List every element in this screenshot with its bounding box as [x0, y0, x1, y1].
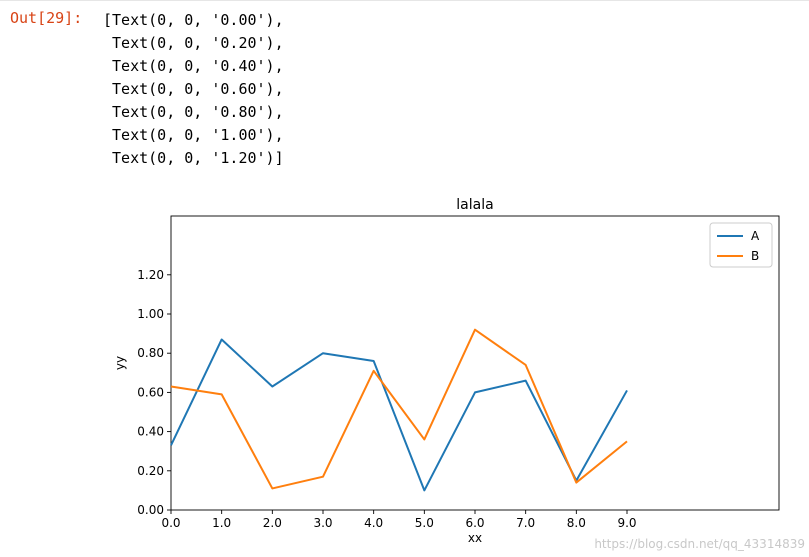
y-tick-label: 0.00 — [137, 503, 164, 517]
output-text: [Text(0, 0, '0.00'), Text(0, 0, '0.20'),… — [103, 9, 284, 170]
output-line: Text(0, 0, '0.40'), — [103, 57, 284, 75]
output-line: Text(0, 0, '1.20')] — [103, 149, 284, 167]
legend-box — [709, 222, 773, 268]
x-tick-label: 5.0 — [415, 516, 434, 530]
output-line: [Text(0, 0, '0.00'), — [103, 11, 284, 29]
y-tick-label: 1.20 — [137, 268, 164, 282]
x-tick-label: 3.0 — [313, 516, 332, 530]
output-line: Text(0, 0, '1.00'), — [103, 126, 284, 144]
series-line-B — [170, 328, 628, 490]
y-tick-label: 0.80 — [137, 346, 164, 360]
plot-frame — [170, 215, 780, 511]
output-prompt: Out[29]: — [10, 9, 83, 27]
y-tick-label: 0.40 — [137, 425, 164, 439]
x-tick-label: 2.0 — [263, 516, 282, 530]
legend-label: A — [751, 229, 760, 243]
output-line: Text(0, 0, '0.80'), — [103, 103, 284, 121]
x-tick-label: 0.0 — [161, 516, 180, 530]
output-line: Text(0, 0, '0.20'), — [103, 34, 284, 52]
x-tick-label: 9.0 — [617, 516, 636, 530]
x-tick-label: 6.0 — [465, 516, 484, 530]
y-axis-label: yy — [113, 356, 127, 370]
x-tick-label: 4.0 — [364, 516, 383, 530]
x-tick-label: 8.0 — [567, 516, 586, 530]
legend-label: B — [751, 249, 759, 263]
x-axis-label: xx — [468, 531, 482, 545]
line-chart: lalala 0.0 1.0 2.0 3.0 4.0 5.0 6.0 7.0 8.0 9.0 0.00… — [113, 197, 780, 545]
x-tick-label: 7.0 — [516, 516, 535, 530]
chart-title: lalala — [456, 197, 493, 213]
x-tick-label: 1.0 — [212, 516, 231, 530]
y-tick-label: 0.20 — [137, 464, 164, 478]
output-line: Text(0, 0, '0.60'), — [103, 80, 284, 98]
y-tick-label: 0.60 — [137, 385, 164, 399]
y-tick-label: 1.00 — [137, 307, 164, 321]
cell-top-border — [0, 0, 809, 1]
watermark: https://blog.csdn.net/qq_43314839 — [594, 537, 805, 551]
series-line-A — [170, 338, 628, 492]
